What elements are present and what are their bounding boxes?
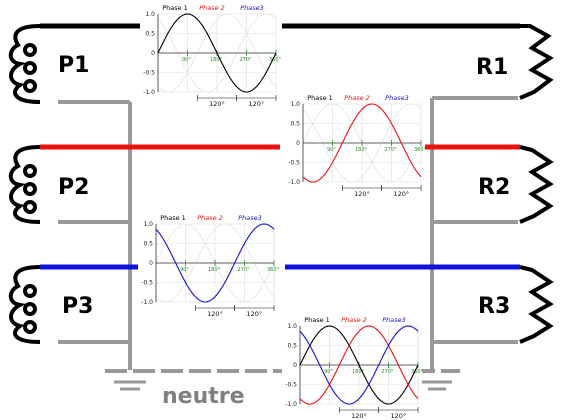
y-tick-label: -1.0 xyxy=(288,179,300,186)
waveform-plot-all-phases: Phase 1 Phase 2 Phase3 1.0 0.5 0 -0.5 -1.0 90° 18… xyxy=(282,314,424,420)
legend-entry: Phase 1 xyxy=(160,214,186,222)
y-tick-label: 0.5 xyxy=(143,241,153,248)
degree-label: 270° xyxy=(237,267,250,273)
y-tick-label: -0.5 xyxy=(141,280,153,287)
phase-wave xyxy=(302,103,422,183)
ground-symbol-right xyxy=(422,380,452,391)
waveform-plot-phase2: Phase 1 Phase 2 Phase3 1.0 0.5 0 -0.5 -1.0 90° 18… xyxy=(285,92,427,198)
y-tick-label: -0.5 xyxy=(288,160,300,167)
spacing-label: 120° xyxy=(247,310,263,318)
phase-lines xyxy=(40,23,520,270)
legend-entry: Phase 1 xyxy=(307,94,333,102)
degree-label: 90° xyxy=(327,147,336,153)
degree-label: 360° xyxy=(269,57,282,63)
legend-entry: Phase3 xyxy=(238,214,262,222)
legend-entry: Phase 2 xyxy=(341,316,367,324)
degree-label: 360° xyxy=(267,267,280,273)
spacing-label: 120° xyxy=(394,190,410,198)
spacing-label: 120° xyxy=(354,190,370,198)
y-tick-label: 0 xyxy=(296,140,300,147)
degree-label: 90° xyxy=(324,369,333,375)
coil-p1 xyxy=(8,24,41,104)
y-tick-label: 0 xyxy=(149,260,153,267)
degree-label: 180° xyxy=(208,267,221,273)
y-tick-label: 0.5 xyxy=(287,343,297,350)
degree-label: 360° xyxy=(411,369,424,375)
degree-label: 180° xyxy=(210,57,223,63)
spacing-label: 120° xyxy=(249,100,265,108)
ground-symbol-left xyxy=(114,380,146,391)
degree-label: 180° xyxy=(355,147,368,153)
y-tick-label: -1.0 xyxy=(141,299,153,306)
label-r3: R3 xyxy=(478,294,510,319)
degree-label: 270° xyxy=(239,57,252,63)
spacing-label: 120° xyxy=(391,412,407,420)
legend-entry: Phase3 xyxy=(382,316,406,324)
y-tick-label: -1.0 xyxy=(143,89,155,96)
load-resistors xyxy=(519,24,554,344)
degree-label: 270° xyxy=(384,147,397,153)
resistor-r2 xyxy=(519,145,554,224)
degree-label: 180° xyxy=(352,369,365,375)
label-p3: P3 xyxy=(62,294,93,319)
label-r2: R2 xyxy=(478,175,510,200)
plot-background xyxy=(138,212,278,316)
plot-background xyxy=(285,92,425,196)
resistor-r3 xyxy=(519,265,554,344)
legend-entry: Phase 2 xyxy=(197,214,223,222)
spacing-label: 120° xyxy=(209,100,225,108)
y-tick-label: 1.0 xyxy=(287,323,297,330)
neutral-label: neutre xyxy=(162,384,245,409)
waveform-plot-phase1: Phase 1 Phase 2 Phase3 1.0 0.5 0 -0.5 -1.0 90° 18… xyxy=(140,2,282,108)
y-tick-label: 0 xyxy=(293,362,297,369)
legend-entry: Phase 2 xyxy=(344,94,370,102)
y-tick-label: 0.5 xyxy=(290,121,300,128)
label-r1: R1 xyxy=(476,55,508,80)
phase-wave xyxy=(157,13,277,93)
phase-wave xyxy=(299,325,419,405)
coil-p3 xyxy=(8,265,41,344)
resistor-r1 xyxy=(519,24,554,100)
y-tick-label: 1.0 xyxy=(145,11,155,18)
degree-label: 360° xyxy=(414,147,427,153)
legend-entry: Phase 2 xyxy=(199,4,225,12)
waveform-plot-phase3: Phase 1 Phase 2 Phase3 1.0 0.5 0 -0.5 -1.0 90° 18… xyxy=(138,212,280,318)
coil-p2 xyxy=(8,145,41,224)
phase-wave xyxy=(299,325,419,405)
degree-label: 270° xyxy=(381,369,394,375)
y-tick-label: 0.5 xyxy=(145,31,155,38)
phase-wave xyxy=(299,325,419,405)
y-tick-label: 1.0 xyxy=(143,221,153,228)
y-tick-label: -0.5 xyxy=(285,382,297,389)
y-tick-label: 1.0 xyxy=(290,101,300,108)
legend-entry: Phase 1 xyxy=(162,4,188,12)
source-coils xyxy=(8,24,41,344)
y-tick-label: -0.5 xyxy=(143,70,155,77)
legend-entry: Phase3 xyxy=(385,94,409,102)
phase-wave xyxy=(155,223,275,303)
plot-background xyxy=(140,2,280,106)
spacing-label: 120° xyxy=(351,412,367,420)
y-tick-label: -1.0 xyxy=(285,401,297,408)
spacing-label: 120° xyxy=(207,310,223,318)
plot-background xyxy=(282,314,422,418)
label-p2: P2 xyxy=(58,175,89,200)
label-p1: P1 xyxy=(58,53,89,78)
y-tick-label: 0 xyxy=(151,50,155,57)
legend-entry: Phase3 xyxy=(240,4,264,12)
degree-label: 90° xyxy=(180,267,189,273)
degree-label: 90° xyxy=(182,57,191,63)
legend-entry: Phase 1 xyxy=(304,316,330,324)
